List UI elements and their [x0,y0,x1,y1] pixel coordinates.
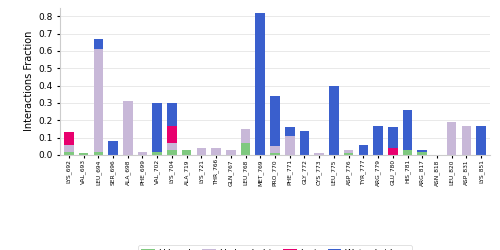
Bar [388,148,398,155]
Bar [79,153,88,155]
Bar [402,150,412,155]
Y-axis label: Interactions Fraction: Interactions Fraction [24,31,34,132]
Bar [167,150,176,155]
Bar [226,150,235,155]
Bar [94,39,103,49]
Bar [108,141,118,155]
Bar [182,150,192,155]
Bar [270,96,280,146]
Bar [344,153,354,155]
Bar [270,153,280,155]
Bar [167,143,176,150]
Bar [64,144,74,152]
Bar [123,101,132,155]
Bar [388,127,398,148]
Bar [402,110,412,150]
Bar [94,49,103,152]
Bar [462,126,471,155]
Bar [270,146,280,153]
Bar [329,86,338,155]
Bar [152,103,162,152]
Bar [94,152,103,155]
Bar [314,153,324,155]
Bar [152,152,162,155]
Bar [344,150,354,153]
Bar [138,152,147,155]
Bar [476,126,486,155]
Bar [64,152,74,155]
Bar [285,127,294,136]
Bar [256,13,265,155]
Bar [241,129,250,143]
Bar [167,103,176,126]
Bar [374,126,383,155]
Bar [241,143,250,155]
Bar [196,148,206,155]
Bar [418,150,427,152]
Bar [212,148,221,155]
Legend: H-bonds, Hydrophobic, Ionic, Water bridges: H-bonds, Hydrophobic, Ionic, Water bridg… [138,245,412,250]
Bar [167,126,176,143]
Bar [64,132,74,144]
Bar [300,131,309,155]
Bar [358,144,368,155]
Bar [418,152,427,155]
Bar [285,136,294,155]
Bar [447,122,456,155]
